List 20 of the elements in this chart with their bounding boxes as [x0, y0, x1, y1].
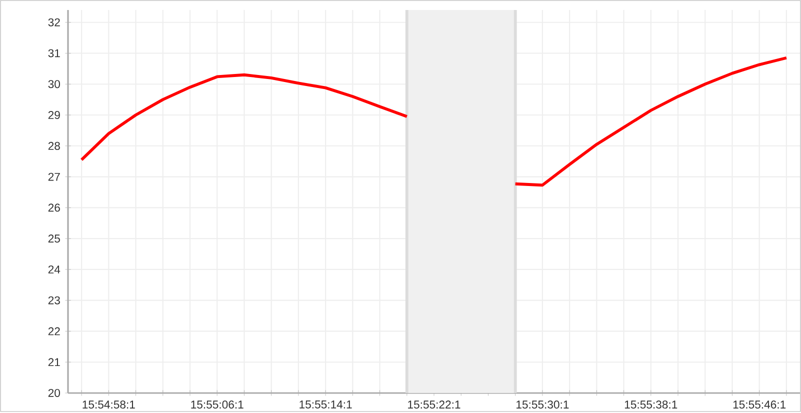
y-tick-label: 25	[48, 234, 60, 243]
x-tick-label: 15:55:14:1	[300, 400, 352, 408]
x-tick-label: 15:55:30:1	[516, 400, 569, 409]
x-tick-label: 15:55:22:1	[408, 400, 460, 409]
y-tick-label: 26	[48, 204, 60, 212]
y-tick-label: 27	[48, 172, 60, 181]
y-tick-label: 32	[48, 18, 60, 26]
y-tick-label: 28	[48, 142, 60, 150]
y-tick-label: 30	[48, 80, 60, 88]
y-tick-label: 29	[48, 111, 60, 120]
y-tick-label: 31	[48, 49, 60, 58]
x-tick-label: 15:55:46:1	[733, 400, 786, 409]
x-tick-label: 15:54:58:1	[82, 400, 135, 409]
y-tick-label: 21	[48, 358, 60, 366]
y-tick-label: 24	[48, 265, 60, 274]
y-tick-label: 23	[48, 296, 60, 304]
y-tick-label: 20	[48, 388, 60, 397]
x-tick-label: 15:55:38:1	[624, 400, 678, 409]
x-tick-label: 15:55:06:1	[191, 400, 244, 409]
y-tick-label: 22	[48, 327, 60, 336]
